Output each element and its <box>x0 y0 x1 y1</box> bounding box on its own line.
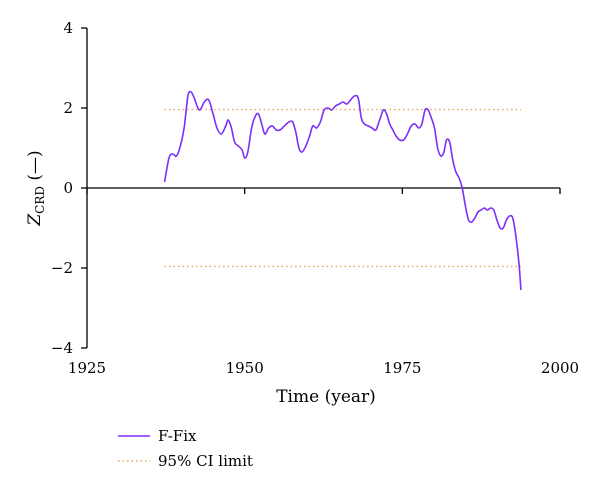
y-tick-label: −2 <box>51 259 73 277</box>
x-axis-title: Time (year) <box>276 387 376 407</box>
y-tick-label: 4 <box>63 19 73 37</box>
x-tick-label: 1950 <box>226 359 264 377</box>
x-tick-label: 2000 <box>541 359 579 377</box>
legend-label-f-fix: F-Fix <box>158 427 197 445</box>
y-tick-label: −4 <box>51 339 73 357</box>
y-tick-label: 2 <box>63 99 73 117</box>
legend-label-ci-limit: 95% CI limit <box>158 452 253 470</box>
ci-limit-lines <box>164 108 521 268</box>
y-axis-title-main: Z <box>25 213 45 227</box>
axes-group <box>81 27 561 349</box>
y-tick-label: 0 <box>63 179 73 197</box>
axis-titles: Time (year) ZCRD (—) <box>25 150 376 407</box>
series-line-f-fix <box>163 90 522 291</box>
tick-labels: 4 2 0 −2 −4 1925 1950 1975 2000 <box>51 19 579 377</box>
y-axis-title-unit: (—) <box>25 150 45 186</box>
y-axis-title-sub: CRD <box>33 186 47 214</box>
x-tick-label: 1925 <box>68 359 106 377</box>
legend: F-Fix 95% CI limit <box>118 427 253 470</box>
series-group <box>163 90 522 291</box>
y-axis-title: ZCRD (—) <box>25 150 47 226</box>
x-tick-label: 1975 <box>383 359 421 377</box>
